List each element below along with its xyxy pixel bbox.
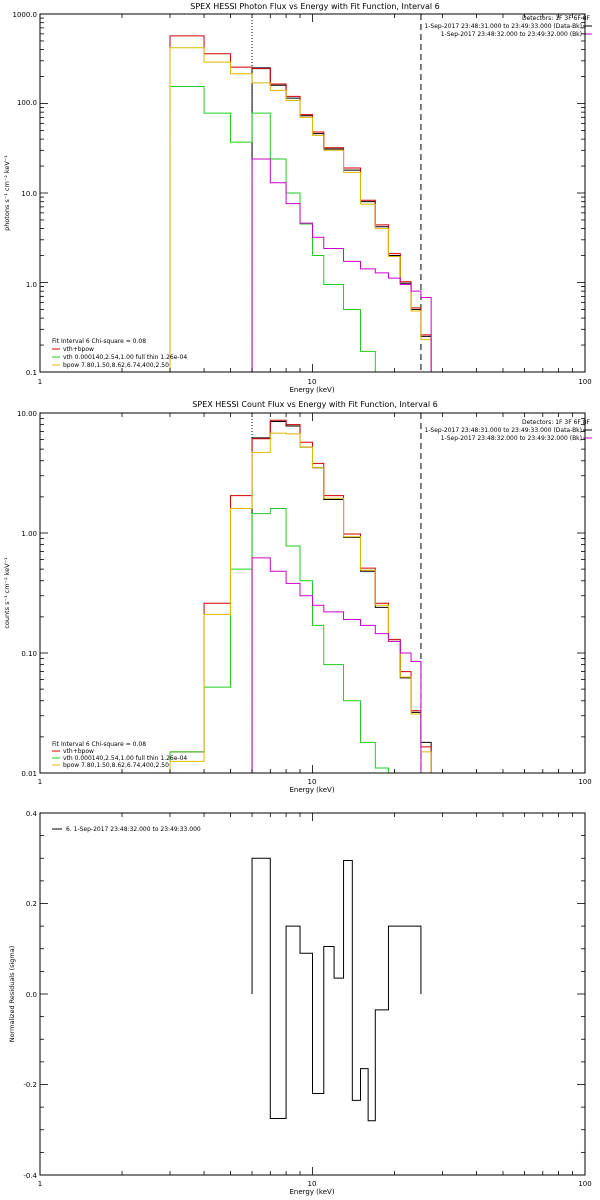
residuals-x-axis-label: Energy (keV) xyxy=(289,1188,334,1196)
photon-detectors-label: Detectors: 1F 3F 6F 8F xyxy=(522,15,591,22)
count-flux-panel: SPEX HESSI Count Flux vs Energy with Fit… xyxy=(3,400,592,794)
residuals-ytick-label-m0.2: -0.2 xyxy=(23,1081,37,1089)
count-ytick-label-0.01: 0.01 xyxy=(21,770,37,778)
photon-x-axis-label: Energy (keV) xyxy=(289,386,334,394)
residuals-plot-area xyxy=(251,857,422,1122)
count-legend-bpow: bpow 7.80,1.50,8.62,6.74,400,2.50 xyxy=(63,762,169,769)
photon-ytick-label-10: 10.0 xyxy=(21,190,37,198)
count-legend-data-bk: 1-Sep-2017 23:48:31.000 to 23:49:33.000 … xyxy=(424,427,582,434)
photon-plot-area xyxy=(169,14,432,372)
photon-axis-ticks xyxy=(39,13,586,373)
photon-xtick-label-100: 100 xyxy=(578,378,591,386)
count-fit-interval-label: Fit Interval 6 Chi-square = 0.08 xyxy=(52,741,146,748)
photon-ytick-label-1: 1.0 xyxy=(26,281,37,289)
residuals-ytick-label-m0.4: -0.4 xyxy=(23,1172,37,1180)
count-x-axis-label: Energy (keV) xyxy=(289,786,334,794)
residuals-xtick-label-1: 1 xyxy=(38,1180,42,1188)
series-line-bk xyxy=(251,557,422,773)
count-legend-vth: vth 0.000140,2.54,1.00 full thin 1.26e-0… xyxy=(63,755,187,762)
count-chart-title: SPEX HESSI Count Flux vs Energy with Fit… xyxy=(192,400,437,409)
photon-ytick-label-1000: 1000.0 xyxy=(13,11,38,19)
photon-fit-interval-label: Fit Interval 6 Chi-square = 0.08 xyxy=(52,338,146,345)
photon-xtick-label-10: 10 xyxy=(308,378,317,386)
photon-ytick-label-0.1: 0.1 xyxy=(26,369,37,377)
photon-legend-bpow: bpow 7.80,1.50,8.62,6.74,400,2.50 xyxy=(63,362,169,369)
count-detectors-label: Detectors: 1F 3F 6F 8F xyxy=(522,419,591,426)
count-legend-bk: 1-Sep-2017 23:48:32.000 to 23:49:32.000 … xyxy=(441,435,582,442)
residuals-legend-label: 6. 1-Sep-2017 23:48:32.000 to 23:49:33.0… xyxy=(66,826,201,833)
count-legend-fit: vth+bpow xyxy=(63,748,94,755)
count-plot-area xyxy=(169,413,432,773)
count-xtick-label-1: 1 xyxy=(38,778,42,786)
photon-legend-fit: vth+bpow xyxy=(63,346,94,353)
count-axis-ticks xyxy=(39,412,586,774)
series-line-6-1-sep-2017-23-48-32-000-to-23-49-33-000 xyxy=(251,857,422,1122)
photon-legend-data-bk: 1-Sep-2017 23:48:31.000 to 23:49:33.000 … xyxy=(424,23,582,30)
residuals-panel: 6. 1-Sep-2017 23:48:32.000 to 23:49:33.0… xyxy=(8,810,592,1196)
photon-legend-vth: vth 0.000140,2.54,1.00 full thin 1.26e-0… xyxy=(63,354,187,361)
photon-chart-title: SPEX HESSI Photon Flux vs Energy with Fi… xyxy=(190,2,440,11)
series-line-bpow xyxy=(169,432,432,773)
residuals-xtick-label-10: 10 xyxy=(308,1180,317,1188)
residuals-ytick-label-0.0: 0.0 xyxy=(26,991,37,999)
photon-y-axis-label: photons s⁻¹ cm⁻² keV⁻¹ xyxy=(3,155,11,231)
count-xtick-label-100: 100 xyxy=(578,778,591,786)
count-ytick-label-0.10: 0.10 xyxy=(21,650,37,658)
photon-flux-panel: SPEX HESSI Photon Flux vs Energy with Fi… xyxy=(3,2,592,394)
count-ytick-label-10.00: 10.00 xyxy=(17,410,37,418)
series-line-vth xyxy=(169,85,376,372)
residuals-y-axis-label: Normalized Residuals (sigma) xyxy=(8,946,16,1043)
photon-ytick-label-100: 100.0 xyxy=(17,99,37,107)
photon-xtick-label-1: 1 xyxy=(38,378,42,386)
residuals-ytick-label-0.2: 0.2 xyxy=(26,900,37,908)
count-y-axis-label: counts s⁻¹ cm⁻² keV⁻¹ xyxy=(3,557,11,629)
residuals-xtick-label-100: 100 xyxy=(578,1180,591,1188)
series-line-bk xyxy=(251,158,432,372)
series-line-vth xyxy=(169,508,389,773)
count-xtick-label-10: 10 xyxy=(308,778,317,786)
count-ytick-label-1.00: 1.00 xyxy=(21,530,37,538)
residuals-ytick-label-0.4: 0.4 xyxy=(26,810,38,818)
residuals-axis-ticks xyxy=(39,812,586,1176)
photon-legend-bk: 1-Sep-2017 23:48:32.000 to 23:49:32.000 … xyxy=(441,31,582,38)
